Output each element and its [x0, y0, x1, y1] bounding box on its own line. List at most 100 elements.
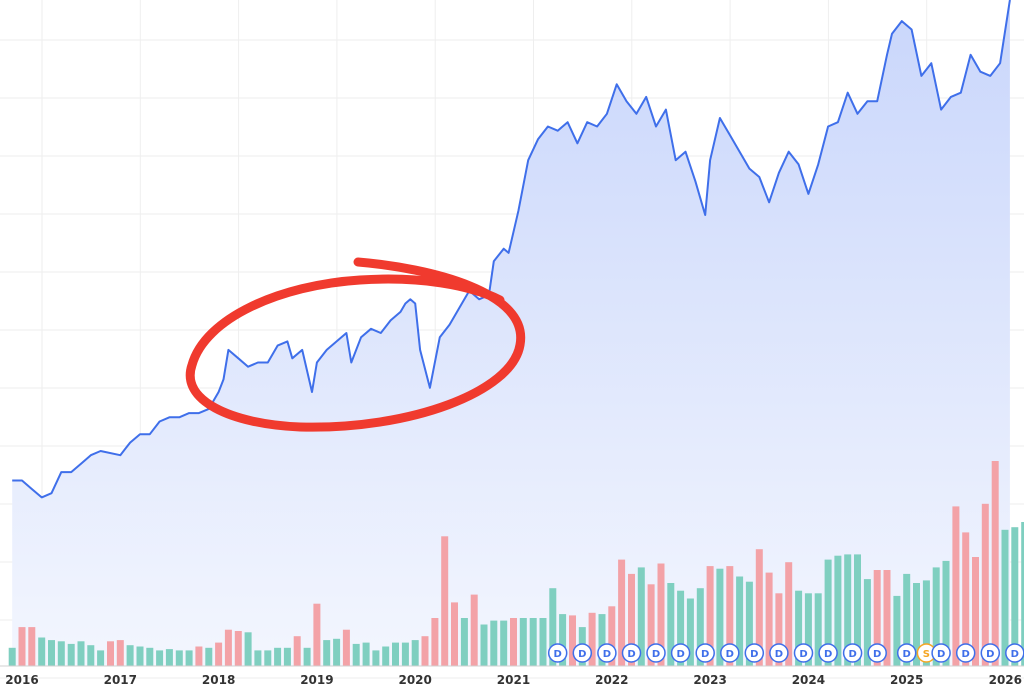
volume-bar	[195, 646, 203, 666]
volume-bar	[539, 618, 547, 666]
volume-bar	[647, 584, 655, 666]
volume-bar	[765, 572, 773, 666]
dividend-marker[interactable]: D	[572, 643, 593, 663]
marker-label: D	[578, 649, 586, 660]
volume-bar	[628, 573, 635, 666]
volume-bar	[77, 641, 85, 666]
volume-bar	[107, 641, 114, 666]
volume-bar	[411, 640, 419, 666]
volume-bar	[686, 598, 694, 666]
volume-bar	[372, 650, 380, 666]
volume-bar	[401, 642, 409, 666]
x-tick-label: 2017	[104, 673, 137, 687]
annotation-circle	[185, 257, 526, 432]
volume-bar	[38, 637, 46, 666]
dividend-marker[interactable]: D	[896, 643, 917, 663]
volume-bar	[824, 559, 832, 666]
volume-bar	[844, 554, 852, 666]
volume-bar	[598, 614, 606, 666]
volume-bar	[834, 555, 842, 666]
dividend-marker[interactable]: D	[955, 643, 976, 663]
dividend-marker[interactable]: D	[720, 643, 740, 663]
dividend-marker[interactable]: D	[646, 643, 666, 663]
volume-bar	[342, 629, 350, 666]
dividend-marker[interactable]: D	[842, 643, 863, 663]
volume-bar	[264, 650, 272, 666]
volume-bar	[67, 643, 75, 666]
volume-bar	[903, 573, 911, 666]
dividend-marker[interactable]: D	[867, 643, 887, 663]
marker-label: S	[923, 649, 930, 660]
marker-label: D	[554, 649, 562, 660]
dividend-marker[interactable]: D	[980, 643, 1001, 663]
volume-bar	[274, 647, 282, 666]
volume-bar	[500, 620, 508, 666]
volume-bar	[873, 570, 881, 666]
dividend-marker[interactable]: D	[695, 643, 715, 663]
dividend-marker[interactable]: D	[744, 643, 765, 663]
volume-bar	[205, 647, 213, 666]
dividend-marker[interactable]: D	[818, 643, 838, 663]
volume-bar	[588, 612, 596, 666]
volume-bar	[991, 461, 999, 666]
dividend-marker[interactable]: D	[670, 643, 691, 663]
x-tick-label: 2021	[497, 673, 530, 687]
volume-bar	[863, 579, 871, 666]
volume-bar	[775, 593, 783, 666]
marker-label: D	[701, 649, 709, 660]
marker-label: D	[962, 649, 970, 660]
dividend-marker[interactable]: D	[621, 643, 642, 663]
volume-bar	[529, 618, 537, 666]
marker-label: D	[750, 649, 758, 660]
x-tick-label: 2024	[792, 673, 825, 687]
volume-bar	[303, 647, 311, 666]
x-tick-label: 2018	[202, 673, 235, 687]
marker-label: D	[937, 649, 945, 660]
volume-bar	[785, 562, 793, 666]
dividend-marker[interactable]: D	[547, 643, 568, 663]
volume-bar	[165, 649, 173, 666]
volume-bar	[745, 581, 753, 666]
volume-bar	[18, 627, 26, 666]
marker-label: D	[676, 649, 684, 660]
volume-bar	[677, 590, 685, 666]
volume-bar	[854, 554, 861, 666]
dividend-marker[interactable]: D	[931, 643, 951, 663]
dividend-marker[interactable]: D	[793, 643, 814, 663]
volume-bar	[283, 647, 291, 666]
volume-bar	[922, 580, 930, 666]
volume-bar	[146, 647, 154, 666]
volume-bar	[972, 557, 979, 666]
volume-bar	[470, 594, 478, 666]
volume-bar	[981, 503, 989, 666]
volume-bar	[519, 618, 527, 666]
x-tick-label: 2022	[595, 673, 628, 687]
marker-label: D	[824, 649, 832, 660]
volume-bar	[293, 636, 301, 666]
volume-bar	[156, 650, 164, 666]
volume-bar	[313, 603, 321, 666]
volume-bar	[667, 583, 675, 666]
volume-bar	[637, 567, 645, 666]
volume-bar	[8, 647, 16, 666]
volume-bar	[97, 650, 105, 666]
marker-label: D	[903, 649, 911, 660]
volume-bar	[726, 566, 734, 666]
volume-bar	[460, 618, 468, 666]
volume-bar	[234, 631, 242, 666]
volume-bar	[451, 602, 458, 666]
price-area-fill	[12, 0, 1010, 666]
x-tick-label: 2016	[5, 673, 38, 687]
volume-bar	[87, 645, 95, 666]
volume-bar	[893, 595, 901, 666]
marker-label: D	[1011, 649, 1019, 660]
price-line	[12, 0, 1011, 499]
x-axis: 2016 2017 2018 2019 2020 2021 2022 2023 2024 2025…	[0, 665, 1024, 687]
volume-bar	[28, 627, 36, 666]
volume-bar	[116, 640, 124, 666]
dividend-marker[interactable]: D	[769, 643, 789, 663]
dividend-marker[interactable]: D	[1005, 643, 1024, 663]
volume-bar	[1001, 529, 1009, 666]
dividend-marker[interactable]: D	[597, 643, 617, 663]
